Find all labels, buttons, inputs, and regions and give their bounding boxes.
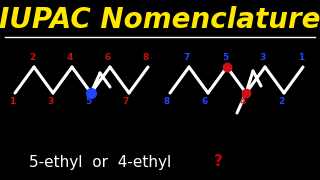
Text: 1: 1 [298, 53, 304, 62]
Text: IUPAC Nomenclature: IUPAC Nomenclature [0, 6, 320, 34]
Text: 4: 4 [67, 53, 73, 62]
Text: 1: 1 [9, 98, 15, 107]
Text: 5: 5 [222, 53, 228, 62]
Text: 8: 8 [143, 53, 149, 62]
Text: 6: 6 [202, 98, 208, 107]
Text: 4: 4 [240, 98, 246, 107]
Text: 7: 7 [184, 53, 190, 62]
Text: 2: 2 [29, 53, 35, 62]
Text: 2: 2 [278, 98, 284, 107]
Text: ?: ? [213, 154, 222, 170]
Text: 5: 5 [85, 98, 91, 107]
Text: 8: 8 [164, 98, 170, 107]
Text: 3: 3 [47, 98, 53, 107]
Text: 7: 7 [123, 98, 129, 107]
Text: 5-ethyl  or  4-ethyl: 5-ethyl or 4-ethyl [29, 154, 171, 170]
Text: 3: 3 [260, 53, 266, 62]
Text: 6: 6 [105, 53, 111, 62]
